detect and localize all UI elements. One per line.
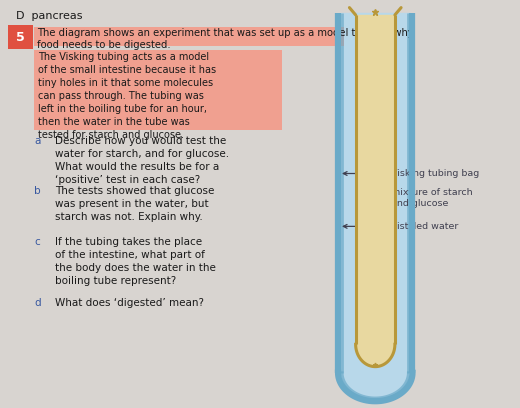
Text: Visking tubing bag: Visking tubing bag — [343, 169, 479, 178]
Text: a: a — [34, 136, 41, 146]
Text: c: c — [34, 237, 40, 246]
Text: The diagram shows an experiment that was set up as a model to show why
food need: The diagram shows an experiment that was… — [37, 27, 413, 50]
Text: 5: 5 — [17, 31, 25, 44]
Text: The Visking tubing acts as a model
of the small intestine because it has
tiny ho: The Visking tubing acts as a model of th… — [38, 52, 216, 140]
Polygon shape — [341, 373, 410, 399]
Text: D  pancreas: D pancreas — [16, 11, 83, 21]
Text: distilled water: distilled water — [343, 222, 458, 231]
Text: If the tubing takes the place
of the intestine, what part of
the body does the w: If the tubing takes the place of the int… — [55, 237, 216, 286]
Text: The tests showed that glucose
was present in the water, but
starch was not. Expl: The tests showed that glucose was presen… — [55, 186, 214, 222]
FancyBboxPatch shape — [34, 50, 282, 130]
Text: d: d — [34, 298, 41, 308]
FancyBboxPatch shape — [34, 27, 344, 46]
Text: b: b — [34, 186, 41, 196]
Text: Describe how you would test the
water for starch, and for glucose.
What would th: Describe how you would test the water fo… — [55, 136, 229, 185]
FancyBboxPatch shape — [8, 25, 33, 49]
Text: What does ‘digested’ mean?: What does ‘digested’ mean? — [55, 298, 204, 308]
Polygon shape — [357, 344, 394, 366]
Text: mixture of starch
and glucose: mixture of starch and glucose — [360, 188, 472, 208]
